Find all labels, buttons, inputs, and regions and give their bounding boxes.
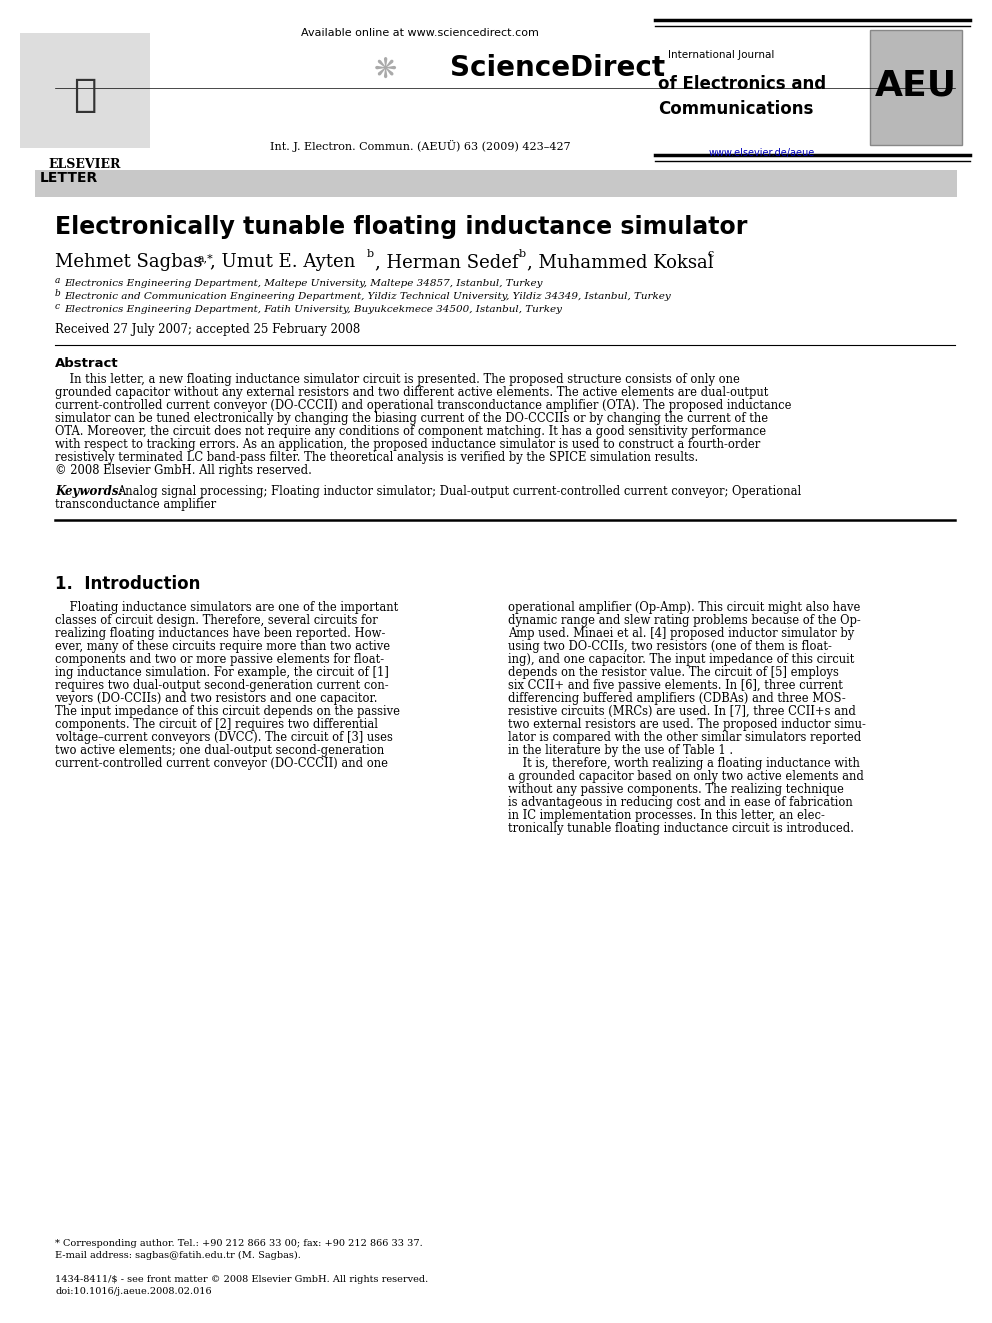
Text: realizing floating inductances have been reported. How-: realizing floating inductances have been… [55,627,385,640]
Text: dynamic range and slew rating problems because of the Op-: dynamic range and slew rating problems b… [508,614,861,627]
Text: a grounded capacitor based on only two active elements and: a grounded capacitor based on only two a… [508,770,864,783]
Text: requires two dual-output second-generation current con-: requires two dual-output second-generati… [55,679,389,692]
Text: Electronic and Communication Engineering Department, Yildiz Technical University: Electronic and Communication Engineering… [64,292,671,302]
Text: b: b [367,249,374,259]
Text: Electronics Engineering Department, Fatih University, Buyukcekmece 34500, Istanb: Electronics Engineering Department, Fati… [64,306,562,314]
Text: AEU: AEU [875,67,957,102]
Text: of Electronics and: of Electronics and [658,75,826,93]
Text: differencing buffered amplifiers (CDBAs) and three MOS-: differencing buffered amplifiers (CDBAs)… [508,692,846,705]
Text: ELSEVIER: ELSEVIER [49,157,121,171]
Text: www.elsevier.de/aeue: www.elsevier.de/aeue [709,148,815,157]
Text: E-mail address: sagbas@fatih.edu.tr (M. Sagbas).: E-mail address: sagbas@fatih.edu.tr (M. … [55,1252,301,1259]
Text: in IC implementation processes. In this letter, an elec-: in IC implementation processes. In this … [508,808,825,822]
Text: classes of circuit design. Therefore, several circuits for: classes of circuit design. Therefore, se… [55,614,378,627]
Text: six CCII+ and five passive elements. In [6], three current: six CCII+ and five passive elements. In … [508,679,843,692]
Text: Amp used. Minaei et al. [4] proposed inductor simulator by: Amp used. Minaei et al. [4] proposed ind… [508,627,854,640]
Text: Int. J. Electron. Commun. (AEUÜ) 63 (2009) 423–427: Int. J. Electron. Commun. (AEUÜ) 63 (200… [270,140,570,152]
Text: simulator can be tuned electronically by changing the biasing current of the DO-: simulator can be tuned electronically by… [55,411,768,425]
Text: grounded capacitor without any external resistors and two different active eleme: grounded capacitor without any external … [55,386,769,400]
Text: Electronically tunable floating inductance simulator: Electronically tunable floating inductan… [55,216,747,239]
Bar [20,33,150,148]
Text: Floating inductance simulators are one of the important: Floating inductance simulators are one o… [55,601,398,614]
Text: operational amplifier (Op-Amp). This circuit might also have: operational amplifier (Op-Amp). This cir… [508,601,860,614]
Text: , Umut E. Ayten: , Umut E. Ayten [210,253,355,271]
Text: doi:10.1016/j.aeue.2008.02.016: doi:10.1016/j.aeue.2008.02.016 [55,1287,211,1297]
Text: in the literature by the use of Table 1 .: in the literature by the use of Table 1 … [508,744,733,757]
Text: components. The circuit of [2] requires two differential: components. The circuit of [2] requires … [55,718,378,732]
Text: International Journal: International Journal [668,50,775,60]
Text: Analog signal processing; Floating inductor simulator; Dual-output current-contr: Analog signal processing; Floating induc… [117,486,802,497]
Text: voltage–current conveyors (DVCC). The circuit of [3] uses: voltage–current conveyors (DVCC). The ci… [55,732,393,744]
Text: a: a [55,277,61,284]
Text: current-controlled current conveyor (DO-CCCII) and operational transconductance : current-controlled current conveyor (DO-… [55,400,792,411]
Bar [870,30,962,146]
Text: current-controlled current conveyor (DO-CCCII) and one: current-controlled current conveyor (DO-… [55,757,388,770]
Text: without any passive components. The realizing technique: without any passive components. The real… [508,783,844,796]
Text: , Herman Sedef: , Herman Sedef [375,253,519,271]
Text: lator is compared with the other similar simulators reported: lator is compared with the other similar… [508,732,861,744]
Text: using two DO-CCIIs, two resistors (one of them is float-: using two DO-CCIIs, two resistors (one o… [508,640,832,654]
Text: Keywords:: Keywords: [55,486,123,497]
Text: © 2008 Elsevier GmbH. All rights reserved.: © 2008 Elsevier GmbH. All rights reserve… [55,464,311,478]
Text: The input impedance of this circuit depends on the passive: The input impedance of this circuit depe… [55,705,400,718]
Text: b: b [55,288,61,298]
Text: * Corresponding author. Tel.: +90 212 866 33 00; fax: +90 212 866 33 37.: * Corresponding author. Tel.: +90 212 86… [55,1240,423,1248]
Text: two active elements; one dual-output second-generation: two active elements; one dual-output sec… [55,744,384,757]
Text: ever, many of these circuits require more than two active: ever, many of these circuits require mor… [55,640,390,654]
Text: It is, therefore, worth realizing a floating inductance with: It is, therefore, worth realizing a floa… [508,757,860,770]
Bar [35,169,957,197]
Text: Mehmet Sagbas: Mehmet Sagbas [55,253,202,271]
Text: , Muhammed Koksal: , Muhammed Koksal [527,253,713,271]
Text: ing inductance simulation. For example, the circuit of [1]: ing inductance simulation. For example, … [55,665,389,679]
Text: ing), and one capacitor. The input impedance of this circuit: ing), and one capacitor. The input imped… [508,654,854,665]
Text: Electronics Engineering Department, Maltepe University, Maltepe 34857, Istanbul,: Electronics Engineering Department, Malt… [64,279,543,288]
Text: c: c [707,249,713,259]
Text: b: b [519,249,526,259]
Text: 1434-8411/$ - see front matter © 2008 Elsevier GmbH. All rights reserved.: 1434-8411/$ - see front matter © 2008 El… [55,1275,429,1285]
Text: components and two or more passive elements for float-: components and two or more passive eleme… [55,654,384,665]
Text: 1.  Introduction: 1. Introduction [55,576,200,593]
Text: ❋: ❋ [373,56,397,83]
Text: resistively terminated LC band-pass filter. The theoretical analysis is verified: resistively terminated LC band-pass filt… [55,451,698,464]
Text: transconductance amplifier: transconductance amplifier [55,497,216,511]
Text: c: c [55,302,60,311]
Text: Received 27 July 2007; accepted 25 February 2008: Received 27 July 2007; accepted 25 Febru… [55,323,360,336]
Text: LETTER: LETTER [40,171,98,185]
Text: with respect to tracking errors. As an application, the proposed inductance simu: with respect to tracking errors. As an a… [55,438,760,451]
Text: veyors (DO-CCIIs) and two resistors and one capacitor.: veyors (DO-CCIIs) and two resistors and … [55,692,378,705]
Text: ScienceDirect: ScienceDirect [450,54,665,82]
Text: 🌳: 🌳 [73,75,96,114]
Text: Communications: Communications [658,101,813,118]
Text: In this letter, a new floating inductance simulator circuit is presented. The pr: In this letter, a new floating inductanc… [55,373,740,386]
Text: OTA. Moreover, the circuit does not require any conditions of component matching: OTA. Moreover, the circuit does not requ… [55,425,766,438]
Text: Available online at www.sciencedirect.com: Available online at www.sciencedirect.co… [301,28,539,38]
Text: depends on the resistor value. The circuit of [5] employs: depends on the resistor value. The circu… [508,665,839,679]
Text: resistive circuits (MRCs) are used. In [7], three CCII+s and: resistive circuits (MRCs) are used. In [… [508,705,856,718]
Text: a,*: a,* [197,253,212,263]
Text: tronically tunable floating inductance circuit is introduced.: tronically tunable floating inductance c… [508,822,854,835]
Text: is advantageous in reducing cost and in ease of fabrication: is advantageous in reducing cost and in … [508,796,853,808]
Text: Abstract: Abstract [55,357,119,370]
Text: two external resistors are used. The proposed inductor simu-: two external resistors are used. The pro… [508,718,866,732]
